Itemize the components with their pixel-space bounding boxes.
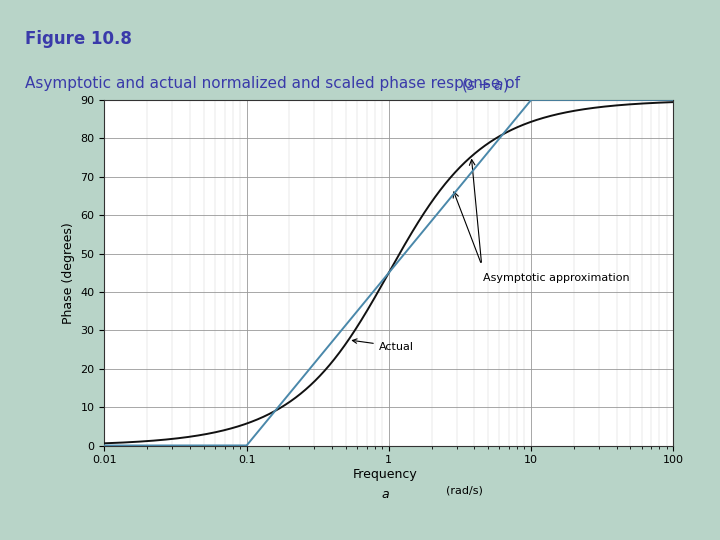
Text: Asymptotic approximation: Asymptotic approximation — [483, 273, 630, 283]
Text: Frequency: Frequency — [353, 468, 418, 481]
Text: Asymptotic and actual normalized and scaled phase response of: Asymptotic and actual normalized and sca… — [25, 76, 525, 91]
Text: Figure 10.8: Figure 10.8 — [25, 30, 132, 48]
Text: Actual: Actual — [352, 339, 414, 352]
Text: $(s+a)$: $(s+a)$ — [461, 76, 509, 93]
Text: $a$: $a$ — [381, 488, 390, 501]
Text: (rad/s): (rad/s) — [446, 485, 483, 495]
Y-axis label: Phase (degrees): Phase (degrees) — [62, 222, 75, 323]
